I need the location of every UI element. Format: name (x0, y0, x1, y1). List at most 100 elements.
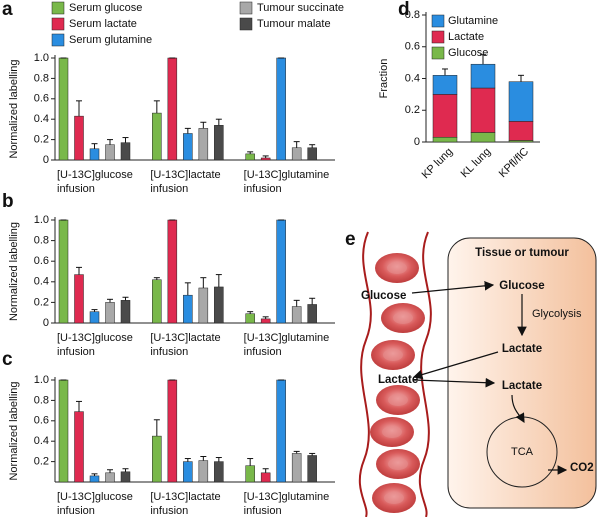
bar (152, 279, 162, 324)
x-tick-label: [U-13C]glutamine infusion (244, 169, 330, 195)
y-tick-label: 0.2 (405, 104, 420, 116)
x-tick-label: [U-13C]glutamine infusion (244, 332, 330, 358)
legend-label: Tumour succinate (257, 2, 344, 14)
bar (291, 147, 302, 161)
bar (89, 311, 100, 324)
vessel-wall (358, 231, 372, 517)
legend-swatch (51, 1, 65, 15)
y-tick-label: 0.6 (405, 41, 420, 53)
y-tick-label: 0.4 (34, 276, 49, 288)
y-tick-label: 0.2 (34, 456, 49, 468)
bar (214, 286, 224, 324)
x-tick-label: [U-13C]lactate infusion (150, 332, 220, 358)
y-tick-label: 0.6 (34, 415, 49, 427)
legend-label: Serum lactate (69, 18, 137, 30)
bar (245, 153, 255, 161)
y-tick-label: 0.4 (34, 113, 49, 125)
bar (198, 287, 209, 324)
bar-segment (432, 94, 458, 138)
legend-swatch (239, 1, 253, 15)
glycolysis: Glycolysis (532, 308, 582, 320)
x-tick-label: [U-13C]lactate infusion (150, 169, 220, 195)
bar-segment (508, 121, 534, 141)
bar (74, 274, 84, 324)
bar-segment (432, 75, 458, 95)
tissue-lactate-in: Lactate (502, 380, 542, 392)
bar-segment (470, 87, 496, 133)
arrow (413, 377, 496, 388)
bar-segment (470, 132, 496, 143)
panel-label: e (345, 229, 356, 250)
blood-glucose: Glucose (361, 290, 406, 302)
bar (307, 455, 317, 483)
y-tick-label: 0.8 (34, 394, 49, 406)
x-tick-label: KPfl/flC (497, 146, 531, 180)
bar (167, 57, 178, 161)
bar (120, 142, 131, 161)
y-axis-label: Normalized labelling (8, 59, 20, 158)
bar (183, 461, 193, 483)
legend-swatch (51, 33, 65, 47)
bar (167, 379, 178, 483)
legend-swatch (239, 17, 253, 31)
bar (58, 57, 69, 161)
y-tick-label: 1.0 (34, 374, 49, 386)
bar (245, 465, 255, 483)
blood-lactate: Lactate (378, 374, 418, 386)
y-tick-label: 0.8 (405, 9, 420, 21)
legend-label: Tumour malate (257, 18, 331, 30)
bar (276, 57, 286, 161)
legend-label: Lactate (448, 31, 484, 43)
x-tick-label: [U-13C]glutamine infusion (244, 491, 330, 517)
bar (214, 461, 224, 483)
bar (307, 147, 317, 161)
bar (260, 157, 271, 161)
x-tick-label: [U-13C]glucose infusion (57, 169, 133, 195)
bar (58, 379, 69, 483)
x-tick-label: [U-13C]lactate infusion (150, 491, 220, 517)
bar (291, 453, 302, 483)
bar (152, 435, 162, 483)
y-axis-label: Normalized labelling (8, 222, 20, 321)
bar (58, 219, 69, 324)
legend-swatch (431, 14, 445, 28)
tissue-title: Tissue or tumour (475, 247, 569, 259)
bar-segment (470, 63, 496, 89)
x-tick-label: KP lung (420, 146, 456, 182)
y-tick-label: 1.0 (34, 214, 49, 226)
bar (198, 128, 209, 161)
panel-label: d (398, 0, 410, 20)
tca-label: TCA (511, 446, 534, 458)
bar (105, 472, 115, 483)
co2: CO2 (570, 462, 594, 474)
bar (120, 300, 131, 324)
bar (105, 144, 115, 161)
bar (89, 148, 100, 161)
bar (291, 306, 302, 324)
y-tick-label: 0.4 (405, 72, 420, 84)
y-axis-label: Normalized labelling (8, 381, 20, 480)
bar-segment (508, 81, 534, 122)
arrow (511, 394, 525, 424)
legend-swatch (51, 17, 65, 31)
bar-segment (432, 136, 458, 143)
bar (167, 219, 178, 324)
y-tick-label: 1.0 (34, 52, 49, 64)
tissue-glucose: Glucose (499, 280, 544, 292)
y-tick-label: 0 (43, 154, 49, 166)
legend-label: Glutamine (448, 15, 498, 27)
diagram: e Tissue or tumour Glucose Glucose Glyco… (345, 229, 597, 517)
legend-swatch (431, 30, 445, 44)
x-tick-label: KL lung (459, 146, 494, 181)
bar (74, 411, 84, 483)
x-tick-label: [U-13C]glucose infusion (57, 491, 133, 517)
bar (152, 112, 162, 161)
bar (183, 294, 193, 324)
bar (245, 313, 255, 324)
y-tick-label: 0.6 (34, 93, 49, 105)
bar (105, 302, 115, 324)
bar (260, 318, 271, 324)
bar (198, 460, 209, 483)
y-tick-label: 0.2 (34, 134, 49, 146)
